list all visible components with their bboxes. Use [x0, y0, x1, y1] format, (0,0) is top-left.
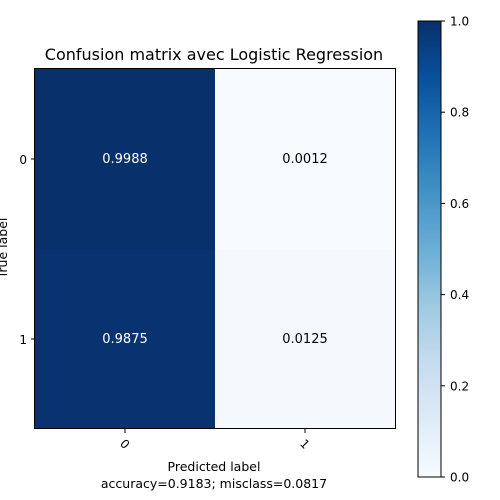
- accuracy-footnote: accuracy=0.9183; misclass=0.0817: [101, 476, 327, 491]
- matrix-cell-0-1: [215, 69, 395, 249]
- chart-title: Confusion matrix avec Logistic Regressio…: [45, 45, 383, 64]
- cell-value-label-1-1: 0.0125: [282, 332, 328, 347]
- x-tick-label-0: 0: [117, 437, 132, 452]
- y-axis-label: True label: [0, 218, 10, 280]
- colorbar-tick-label-4: 0.8: [450, 106, 469, 120]
- matrix-cell-0-0: [35, 69, 215, 249]
- matrix-cell-1-0: [35, 249, 215, 429]
- colorbar-tick-label-3: 0.6: [450, 197, 469, 211]
- colorbar-tick-label-2: 0.4: [450, 288, 469, 302]
- y-tick-label-1: 1: [19, 333, 27, 347]
- cell-value-label-1-0: 0.9875: [102, 332, 148, 347]
- colorbar: [417, 20, 442, 478]
- cell-value-label-0-1: 0.0012: [282, 152, 328, 167]
- plot-frame: [34, 68, 396, 429]
- colorbar-tick-label-1: 0.2: [450, 379, 469, 393]
- y-tick-label-0: 0: [19, 153, 27, 167]
- x-tick-label-1: 1: [297, 437, 312, 452]
- colorbar-tick-label-0: 0.0: [450, 471, 469, 485]
- matrix-cell-1-1: [215, 249, 395, 429]
- cell-value-label-0-0: 0.9988: [102, 152, 148, 167]
- x-axis-label: Predicted label: [168, 459, 261, 474]
- colorbar-tick-label-5: 1.0: [450, 15, 469, 29]
